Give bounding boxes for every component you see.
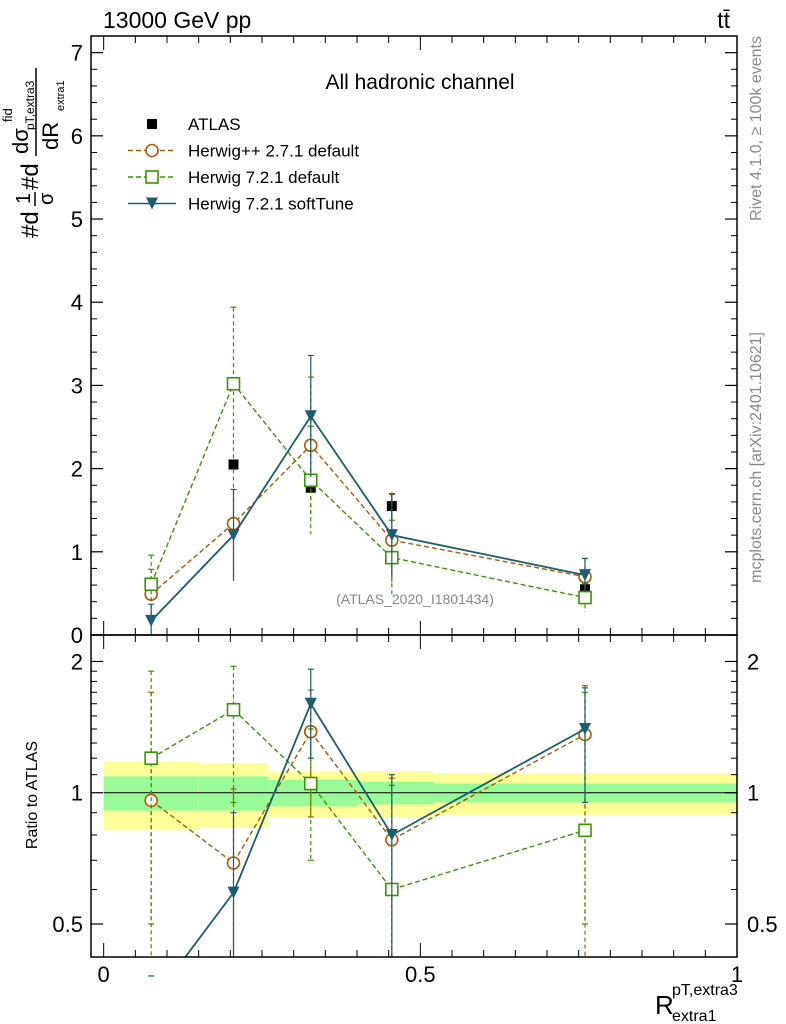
ratio-y-tick-label: 0.5 bbox=[52, 912, 83, 937]
legend-entry: Herwig 7.2.1 softTune bbox=[128, 195, 354, 214]
data-point bbox=[226, 376, 241, 391]
data-point bbox=[304, 697, 317, 710]
series-0 bbox=[146, 459, 590, 598]
legend: ATLAS Herwig++ 2.7.1 default Herwig 7.2.1 … bbox=[128, 115, 359, 214]
legend-entry: ATLAS bbox=[147, 115, 241, 134]
data-point bbox=[226, 702, 241, 717]
data-point bbox=[578, 823, 592, 838]
y-tick-label: 2 bbox=[71, 457, 83, 482]
ylabel-denominator: dR bbox=[38, 122, 63, 150]
data-point bbox=[579, 569, 591, 582]
analysis-label: (ATLAS_2020_I1801434) bbox=[336, 591, 494, 607]
data-point bbox=[385, 828, 398, 841]
rivet-version-label: Rivet 4.1.0, ≥ 100k events bbox=[748, 36, 765, 221]
ratio-series-line bbox=[184, 701, 586, 957]
y-tick-label: 5 bbox=[71, 207, 83, 232]
ylabel-numerator-sub: pT,extra3 bbox=[23, 80, 37, 130]
ylabel-denominator-sub: extra1 bbox=[55, 80, 67, 111]
ratio-frame bbox=[90, 634, 738, 958]
data-point bbox=[303, 776, 318, 791]
xlabel-sup: pT,extra3 bbox=[672, 982, 738, 999]
y-tick-label: 7 bbox=[71, 41, 83, 66]
y-tick-label: 0 bbox=[71, 623, 83, 648]
x-axis-label: R pT,extra3 extra1 bbox=[655, 982, 738, 1024]
ratio-y-tick-label-right: 2 bbox=[747, 649, 759, 674]
series-1 bbox=[144, 376, 592, 620]
main-ylabel: #d 1 σ #d dσ fid pT,extra3 dR extra1 bbox=[0, 68, 67, 238]
ylabel-numerator-sup: fid bbox=[0, 108, 15, 122]
data-point bbox=[144, 577, 158, 592]
legend-label: Herwig++ 2.7.1 default bbox=[188, 142, 359, 161]
ratio-panel: 0 0.5 10.5 0.51 12 2 bbox=[52, 634, 778, 987]
x-tick-label: 0 bbox=[98, 962, 110, 987]
source-label: mcplots.cern.ch [arXiv:2401.10621] bbox=[748, 332, 765, 583]
series-3 bbox=[145, 354, 591, 635]
series-line bbox=[150, 382, 586, 599]
ylabel-prefix: #d bbox=[17, 211, 44, 238]
ratio-y-tick-label: 1 bbox=[71, 781, 83, 806]
xlabel-base: R bbox=[655, 990, 674, 1020]
data-point bbox=[227, 886, 240, 899]
data-point bbox=[578, 590, 592, 605]
ylabel-numerator: dσ bbox=[8, 128, 33, 154]
legend-label: ATLAS bbox=[188, 115, 241, 134]
ylabel-mid: #d bbox=[17, 163, 44, 190]
data-point bbox=[227, 529, 240, 542]
y-tick-label: 3 bbox=[71, 373, 83, 398]
x-tick-label: 0.5 bbox=[405, 962, 436, 987]
legend-label: Herwig 7.2.1 softTune bbox=[188, 195, 354, 214]
data-point bbox=[305, 482, 316, 493]
xlabel-sub: extra1 bbox=[672, 1008, 717, 1024]
data-point bbox=[304, 410, 317, 423]
data-point bbox=[144, 751, 158, 765]
data-point bbox=[579, 723, 591, 736]
series-2 bbox=[144, 306, 592, 614]
ratio-y-tick-label: 2 bbox=[71, 649, 83, 674]
x-tick-label: 1 bbox=[731, 962, 743, 987]
legend-entry: Herwig 7.2.1 default bbox=[128, 168, 339, 187]
data-point bbox=[145, 614, 158, 627]
ylabel-one: 1 bbox=[13, 193, 35, 204]
y-tick-label: 6 bbox=[71, 124, 83, 149]
ylabel-sigma: σ bbox=[36, 192, 58, 205]
process-label: tt̄ bbox=[717, 7, 730, 33]
chart-title: All hadronic channel bbox=[325, 71, 514, 94]
ratio-series-2 bbox=[148, 668, 591, 977]
data-point bbox=[228, 459, 239, 470]
y-tick-label: 1 bbox=[71, 540, 83, 565]
ratio-y-tick-label-right: 1 bbox=[747, 781, 759, 806]
ratio-ylabel: Ratio to ATLAS bbox=[24, 741, 41, 849]
data-point bbox=[385, 529, 398, 542]
y-tick-label: 4 bbox=[71, 290, 83, 315]
series-line bbox=[150, 444, 586, 595]
data-point bbox=[145, 143, 159, 158]
data-point bbox=[145, 170, 159, 184]
legend-label: Herwig 7.2.1 default bbox=[188, 168, 339, 187]
data-point bbox=[146, 197, 158, 210]
data-point bbox=[147, 119, 157, 129]
energy-label: 13000 GeV pp bbox=[103, 7, 251, 33]
ratio-y-tick-label-right: 0.5 bbox=[747, 912, 778, 937]
main-panel: 0 1 2 3 4 5 6 7 ATLAS Herwig++ 2.7.1 default Herwi… bbox=[71, 35, 738, 648]
legend-entry: Herwig++ 2.7.1 default bbox=[128, 142, 359, 161]
ratio-series-line bbox=[150, 730, 586, 865]
